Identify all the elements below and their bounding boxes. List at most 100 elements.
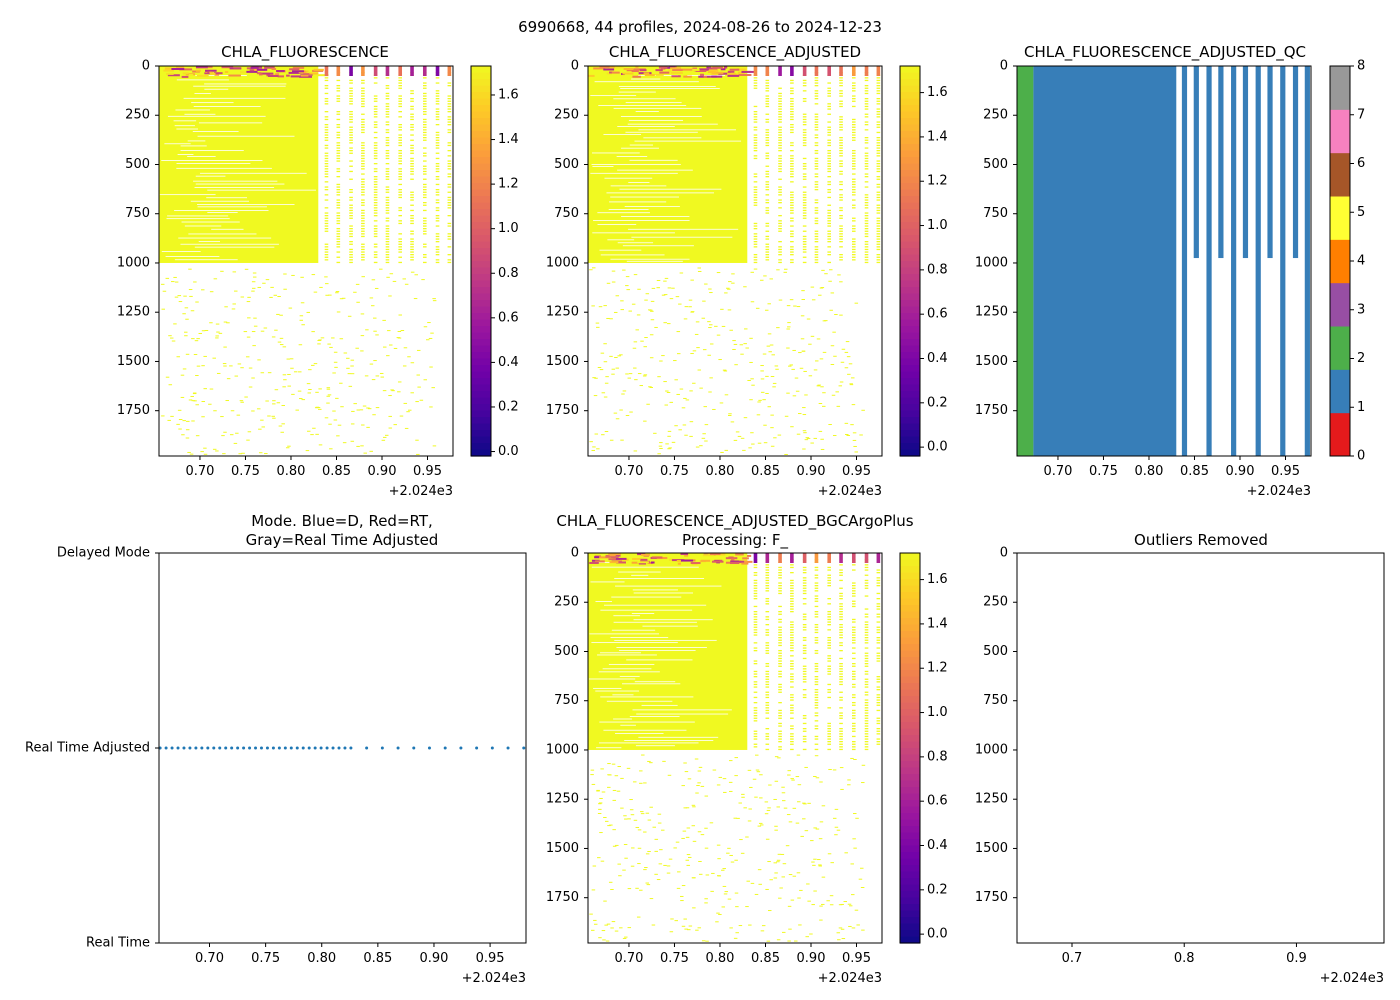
heatmap-cell-deep <box>262 282 266 284</box>
heatmap-cell-column <box>324 246 329 248</box>
heatmap-cell-column <box>765 603 770 605</box>
heatmap-cell-surface <box>683 75 692 78</box>
heatmap-cell-deep <box>592 446 596 448</box>
heatmap-cell-deep <box>836 405 841 407</box>
heatmap-cell-deep <box>674 425 678 427</box>
heatmap-cell-deep <box>415 401 419 403</box>
heatmap-cell-deep <box>682 830 687 832</box>
heatmap-cell-deep <box>290 367 294 369</box>
heatmap-cell-column <box>435 163 440 165</box>
heatmap-cell-column <box>864 579 869 582</box>
heatmap-cell-column <box>765 155 770 157</box>
heatmap-cell-column <box>778 709 782 712</box>
colorbar-segment <box>900 280 920 288</box>
heatmap-cell-column <box>876 196 881 199</box>
heatmap-cell-column <box>753 199 758 201</box>
heatmap-cell-column <box>790 676 794 678</box>
heatmap-cell-column <box>814 668 819 670</box>
heatmap-cell-deep <box>749 786 753 788</box>
colorbar-segment <box>471 163 491 171</box>
heatmap-cell-column <box>839 634 843 636</box>
heatmap-cell-surface <box>680 553 689 556</box>
colorbar-tick-label: 0.4 <box>498 355 519 370</box>
heatmap-cell-deep <box>213 410 217 412</box>
colorbar-segment <box>471 137 491 145</box>
colorbar-tick-label: 0.8 <box>927 262 948 277</box>
heatmap-cell-deep <box>644 337 648 339</box>
heatmap-cell-column <box>827 160 832 162</box>
heatmap-cell-column <box>336 144 341 147</box>
heatmap-cell-surface <box>711 75 717 78</box>
heatmap-cell-deep <box>272 417 276 419</box>
heatmap-gap <box>174 210 269 211</box>
heatmap-cell-deep <box>644 299 648 301</box>
heatmap-cell-column <box>876 678 881 680</box>
colorbar-segment <box>900 754 920 762</box>
heatmap-cell-deep <box>347 373 352 375</box>
heatmap-cell-column <box>827 683 832 686</box>
heatmap-cell-deep <box>593 395 598 397</box>
heatmap-cell-deep <box>834 808 839 810</box>
heatmap-cell-column <box>336 194 341 196</box>
heatmap-cell-deep <box>642 375 647 377</box>
heatmap-cell-column <box>778 730 782 732</box>
colorbar-segment <box>471 319 491 327</box>
heatmap-cell-column <box>753 173 758 175</box>
heatmap-cell-deep <box>697 770 702 772</box>
heatmap-cell-deep <box>301 399 306 401</box>
heatmap-cell-column <box>876 676 881 678</box>
heatmap-cell-column <box>839 144 843 147</box>
heatmap-cell-deep <box>778 897 782 899</box>
heatmap-cell-deep <box>314 407 319 409</box>
heatmap-gap <box>195 183 285 185</box>
heatmap-cell-column <box>778 165 782 167</box>
heatmap-cell-column <box>753 683 758 686</box>
heatmap-cell-deep <box>685 399 690 401</box>
heatmap-cell-column <box>349 251 353 253</box>
y-tick-label: 1750 <box>117 403 150 418</box>
heatmap-cell-column <box>839 77 843 79</box>
y-tick-label: 750 <box>125 206 150 221</box>
heatmap-cell-surface <box>631 561 639 564</box>
heatmap-cell-deep <box>370 305 375 307</box>
heatmap-cell-column <box>385 152 390 154</box>
heatmap-cell-column <box>827 670 832 673</box>
heatmap-cell-column <box>839 572 843 574</box>
heatmap-cell-column <box>839 603 843 605</box>
heatmap-cell-deep <box>697 927 702 929</box>
heatmap-cell-column <box>398 124 403 126</box>
heatmap-cell-column <box>410 116 414 118</box>
colorbar-segment <box>900 319 920 327</box>
heatmap-cell-deep <box>609 439 614 441</box>
heatmap-cell-column <box>790 92 794 95</box>
heatmap-cell-column <box>827 220 832 222</box>
heatmap-cell-deep <box>750 432 754 434</box>
heatmap-cell-column <box>864 694 869 696</box>
heatmap-cell-deep <box>838 927 843 929</box>
heatmap-cell-deep <box>755 769 760 771</box>
colorbar-segment <box>900 248 920 256</box>
heatmap-cell-column <box>864 634 869 636</box>
heatmap-cell-column <box>435 134 440 136</box>
heatmap-cell-deep <box>311 274 316 276</box>
heatmap-cell-column <box>336 79 341 82</box>
heatmap-gap <box>631 574 649 576</box>
heatmap-cell-deep <box>251 377 255 379</box>
heatmap-cell-column <box>790 241 794 243</box>
heatmap-cell-column <box>778 644 782 647</box>
heatmap-cell-column <box>802 652 807 654</box>
heatmap-cell-deep <box>611 281 616 283</box>
heatmap-cell-deep <box>724 449 729 451</box>
heatmap-cell-deep <box>612 799 617 801</box>
heatmap-cell-column <box>864 202 869 204</box>
heatmap-cell-column <box>398 105 403 108</box>
colorbar-segment <box>471 92 491 100</box>
heatmap-cell-column <box>790 621 794 623</box>
heatmap-cell-deep <box>681 925 686 927</box>
heatmap-cell-column <box>790 668 794 670</box>
heatmap-cell-column <box>864 717 869 719</box>
heatmap-cell-deep <box>372 414 376 416</box>
heatmap-cell-column <box>324 170 329 173</box>
qc-cell-column <box>1255 66 1261 456</box>
heatmap-cell-surface <box>690 562 701 565</box>
